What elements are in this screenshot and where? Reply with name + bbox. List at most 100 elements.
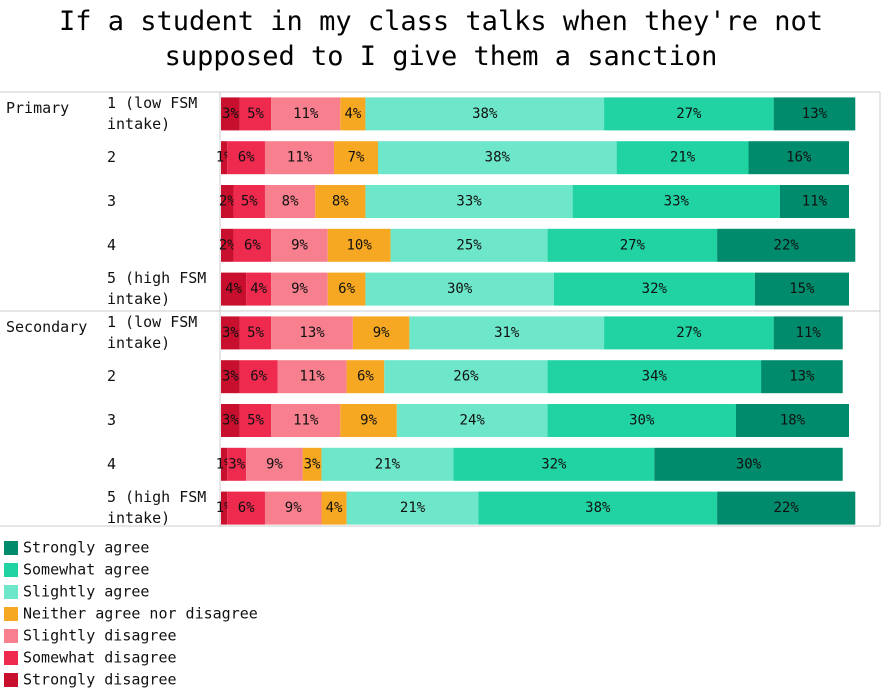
bar-segment	[779, 185, 849, 218]
legend-swatch	[4, 585, 18, 599]
bar-segment	[221, 404, 240, 437]
legend-label: Somewhat agree	[23, 561, 149, 579]
value-label: 31%	[494, 325, 520, 341]
category-label: 5 (high FSM intake)	[107, 488, 207, 528]
category-label: 4	[107, 454, 117, 473]
value-label: 9%	[266, 456, 283, 472]
bar-segment	[572, 185, 780, 218]
value-label: 38%	[585, 500, 611, 516]
value-label: 4%	[344, 106, 361, 122]
value-label: 6%	[238, 150, 255, 166]
bar-segment	[553, 272, 755, 306]
bar-segment	[221, 228, 234, 262]
value-label: 3%	[222, 106, 239, 122]
bar-segment	[264, 491, 322, 525]
bar-segment	[334, 141, 378, 175]
value-label: 7%	[348, 150, 365, 166]
value-label: 38%	[472, 106, 498, 122]
value-label: 6%	[338, 281, 355, 297]
legend-swatch	[4, 629, 18, 643]
bar-segment	[453, 447, 655, 481]
bar-segment	[352, 316, 410, 350]
legend-label: Slightly agree	[23, 583, 149, 601]
bar-segment	[478, 491, 718, 525]
bar-segment	[246, 447, 303, 481]
bar-segment	[340, 97, 366, 131]
group-label: Secondary	[6, 318, 88, 336]
bar-segment	[346, 360, 385, 394]
value-label: 8%	[282, 194, 299, 210]
value-label: 24%	[460, 413, 486, 429]
value-label: 2%	[219, 237, 236, 253]
category-label: 3	[107, 192, 117, 210]
bar-segment	[340, 404, 397, 437]
bar-segment	[717, 491, 856, 525]
value-label: 9%	[291, 281, 308, 297]
value-label: 18%	[780, 413, 806, 429]
value-label: 3%	[222, 325, 239, 341]
category-label: 1 (low FSM intake)	[107, 93, 198, 133]
bar-segment	[396, 404, 548, 437]
legend-label: Strongly disagree	[23, 671, 177, 689]
bar-segment	[233, 185, 265, 218]
value-label: 9%	[360, 413, 377, 429]
value-label: 33%	[456, 194, 482, 210]
category-label: 1 (low FSM intake)	[107, 312, 198, 352]
group-label: Primary	[6, 99, 70, 117]
value-label: 22%	[774, 500, 800, 516]
bar-segment	[227, 491, 265, 525]
value-label: 11%	[293, 413, 319, 429]
bar-segment	[346, 491, 479, 525]
bar-segment	[239, 360, 278, 394]
bar-segment	[604, 316, 774, 350]
bar-segment	[735, 404, 849, 437]
value-label: 5%	[247, 325, 264, 341]
bar-segment	[271, 97, 341, 131]
bar-segment	[221, 360, 240, 394]
value-label: 4%	[250, 281, 267, 297]
legend-swatch	[4, 673, 18, 687]
value-label: 27%	[620, 237, 646, 253]
bar-segment	[221, 316, 240, 350]
bar-segment	[239, 404, 272, 437]
bar-segment	[378, 141, 617, 175]
bar-segment	[717, 228, 856, 262]
bar-segment	[327, 272, 366, 306]
bar-segment	[221, 491, 228, 525]
value-label: 38%	[485, 150, 511, 166]
bar-segment	[271, 228, 328, 262]
bar-segment	[233, 228, 272, 262]
bar-segment	[654, 447, 843, 481]
value-label: 21%	[670, 150, 696, 166]
legend-label: Neither agree nor disagree	[23, 605, 258, 623]
legend-label: Somewhat disagree	[23, 649, 177, 667]
bar-segment	[221, 272, 247, 306]
bar-segment	[321, 491, 347, 525]
legend-swatch	[4, 651, 18, 665]
bar-segment	[773, 316, 843, 350]
value-label: 3%	[228, 456, 245, 472]
bar-segment	[773, 97, 856, 131]
value-label: 9%	[285, 500, 302, 516]
bar-segment	[547, 360, 762, 394]
value-label: 25%	[456, 237, 482, 253]
value-label: 9%	[291, 237, 308, 253]
value-label: 11%	[802, 194, 828, 210]
value-label: 27%	[676, 325, 702, 341]
value-label: 27%	[676, 106, 702, 122]
value-label: 2%	[219, 194, 236, 210]
category-label: 5 (high FSM intake)	[107, 269, 207, 309]
value-label: 10%	[347, 237, 373, 253]
value-label: 15%	[789, 281, 815, 297]
bar-segment	[390, 228, 548, 262]
bar-segment	[239, 316, 272, 350]
legend-label: Strongly agree	[23, 539, 149, 557]
bar-segment	[264, 141, 335, 175]
value-label: 13%	[789, 369, 815, 385]
value-label: 16%	[786, 150, 812, 166]
value-label: 32%	[541, 456, 567, 472]
value-label: 8%	[332, 194, 349, 210]
bar-segment	[221, 447, 228, 481]
